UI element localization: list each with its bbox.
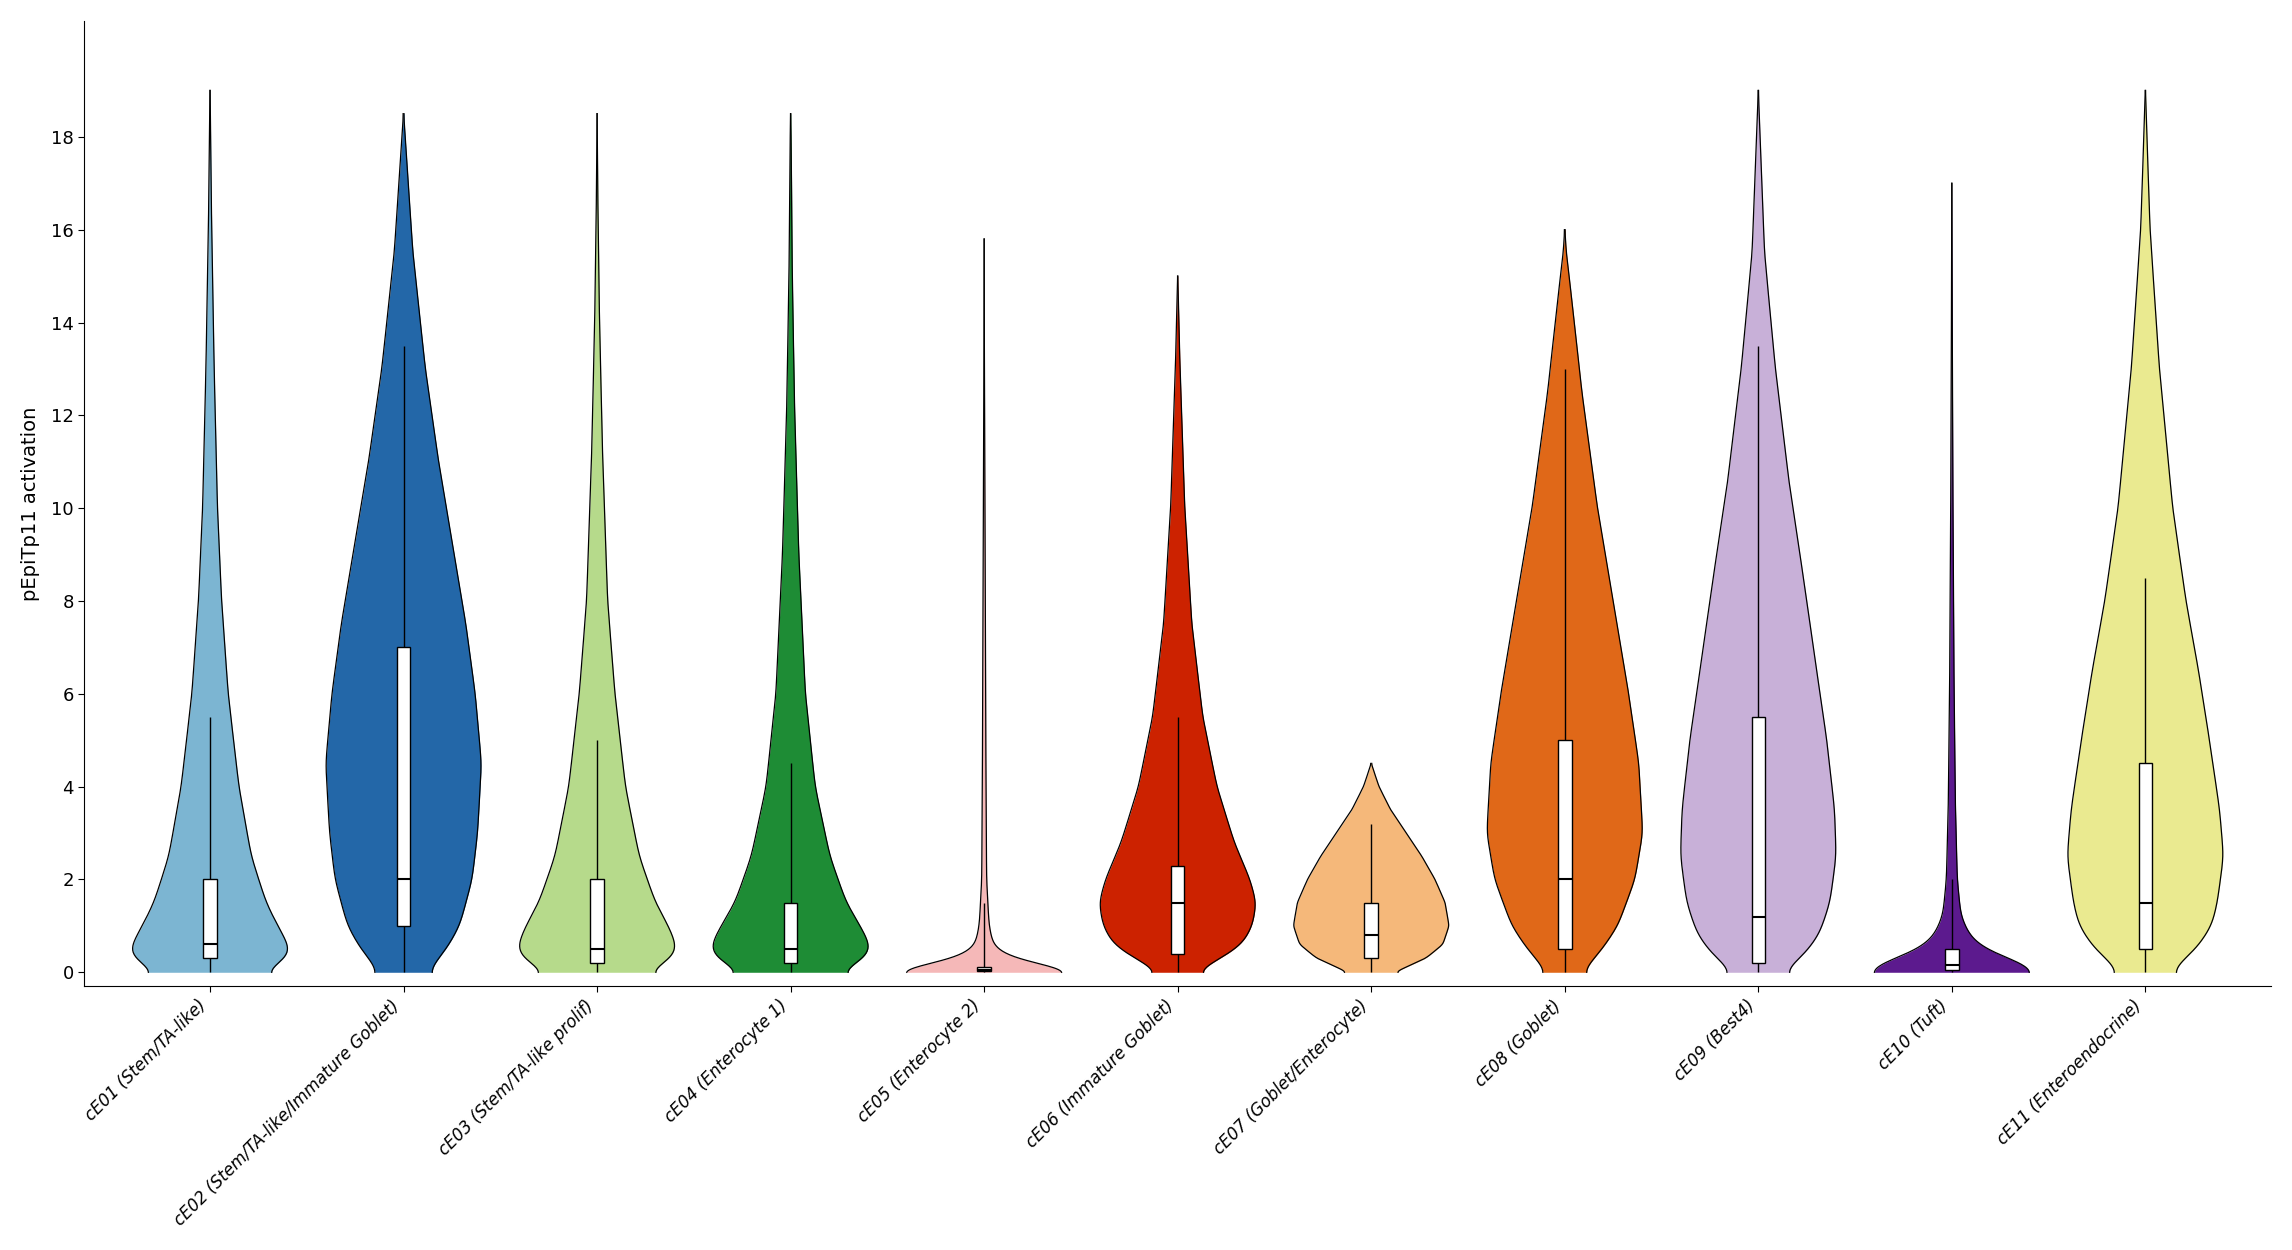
Bar: [397, 648, 410, 926]
Bar: [1751, 718, 1765, 963]
Bar: [1171, 865, 1185, 954]
Bar: [1364, 902, 1377, 959]
Bar: [591, 880, 603, 963]
Bar: [2138, 764, 2152, 949]
Bar: [204, 880, 218, 959]
Bar: [976, 966, 990, 971]
Bar: [1946, 949, 1960, 970]
Bar: [1559, 740, 1572, 949]
Y-axis label: pEpiTp11 activation: pEpiTp11 activation: [21, 406, 39, 601]
Bar: [784, 902, 798, 962]
